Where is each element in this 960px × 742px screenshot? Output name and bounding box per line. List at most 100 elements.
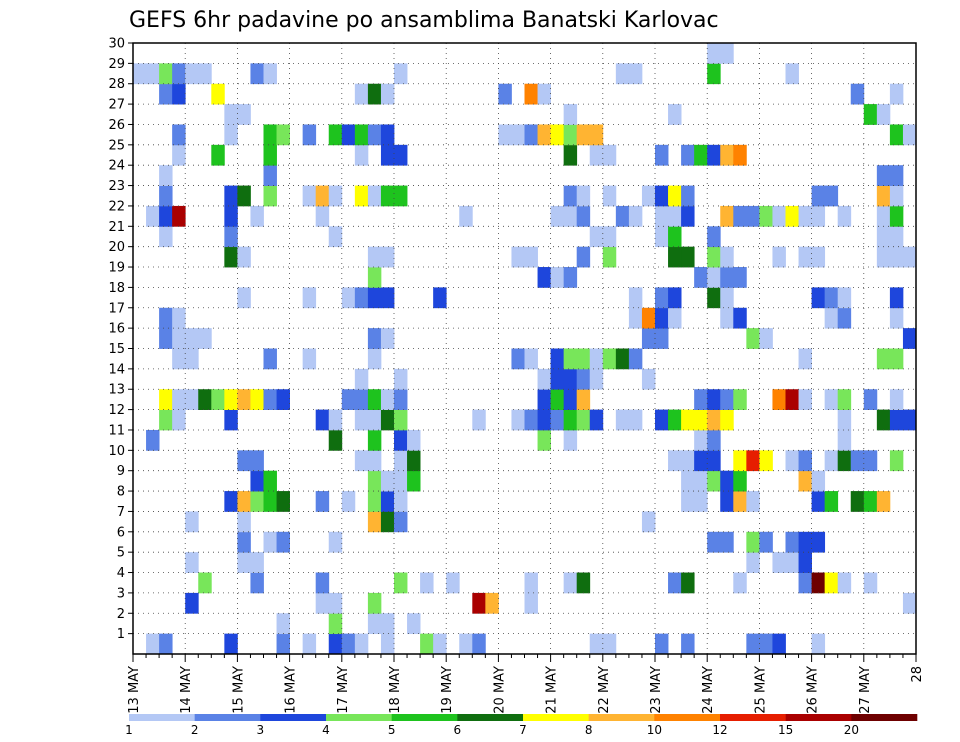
precip-cell [537,389,551,410]
precip-cell [380,83,395,105]
precip-cell [380,470,395,492]
precip-cell [746,205,760,227]
precip-cell [824,287,839,309]
precip-cell [354,409,369,431]
x-tick-label: 19 MAY [440,666,455,714]
colorbar-swatch [260,714,327,721]
precip-cell [394,572,408,594]
precip-cell [380,491,395,512]
precip-cell [889,124,904,146]
precip-cell [902,124,917,146]
precip-cell [198,328,212,349]
y-tick-label: 30 [108,37,125,52]
precip-cell [224,124,238,146]
precip-cell [263,144,277,166]
precip-cell [433,633,447,655]
x-tick-label: 16 MAY [284,666,299,714]
y-tick-label: 12 [108,403,125,418]
precip-cell [850,491,865,512]
precip-cell [772,246,786,268]
precip-cell [733,267,747,288]
precip-cell [341,491,356,512]
precip-cell [733,491,747,512]
precip-cell [811,531,826,553]
precip-cell [798,572,812,594]
precip-cell [224,246,238,268]
precip-cell [824,307,839,329]
y-tick-label: 25 [108,138,125,153]
precip-cell [380,124,395,146]
precip-cell [524,83,538,105]
precip-cell [354,633,369,655]
precip-cell [563,205,578,227]
precip-cell [550,348,565,370]
precip-cell [707,409,721,431]
precip-cell [367,246,382,268]
precip-cell [811,491,826,512]
precip-cell [628,409,643,431]
precip-cell [798,205,812,227]
precip-cell [707,287,721,309]
precip-cell [354,144,369,166]
precip-cell [367,429,382,451]
precip-cell [694,450,708,472]
precip-cell [811,185,826,207]
precip-cell [889,205,904,227]
precip-cell [172,124,186,146]
precip-cell [694,409,708,431]
precip-cell [902,328,917,349]
precip-cell [889,348,904,370]
precip-cell [681,491,695,512]
x-tick-label: 26 MAY [806,666,821,714]
colorbar-label: 15 [778,723,793,737]
precip-cell [707,531,721,553]
precip-cell [159,307,173,329]
precip-cell [837,287,852,309]
precip-cell [354,83,369,105]
precip-cell [824,389,839,410]
precip-cell [237,552,251,573]
grid-lines [133,43,916,654]
precip-cell [615,348,630,370]
precip-cell [537,124,551,146]
precip-cell [263,63,277,85]
precip-cell [720,491,734,512]
precip-cell [876,165,891,186]
precip-cell [315,572,330,594]
precip-cell [224,491,238,512]
precip-cell [420,633,434,655]
precip-cell [707,63,721,85]
precip-cell [198,389,212,410]
precip-cell [224,389,238,410]
precip-cell [563,389,578,410]
precip-cell [733,572,747,594]
precip-cell [185,552,199,573]
precip-cell [394,511,408,533]
precip-cell [720,43,734,64]
precip-cell [798,389,812,410]
precip-cell [511,348,525,370]
precip-cell [628,205,643,227]
precip-cell [746,450,760,472]
precip-cell [641,328,656,349]
precip-cell [172,307,186,329]
precip-cell [837,205,852,227]
precip-cell [811,205,826,227]
precip-cell [602,348,617,370]
precip-cell [576,185,591,207]
heatmap-cells [133,43,917,655]
precip-cell [720,287,734,309]
precip-cell [237,104,251,125]
precip-cell [589,124,604,146]
precip-cell [655,328,669,349]
colorbar-label: 8 [585,723,593,737]
precip-cell [524,592,538,614]
y-tick-label: 22 [108,199,125,214]
precip-cell [250,470,264,492]
precip-cell [367,267,382,288]
precip-cell [889,83,904,105]
y-tick-label: 4 [117,566,125,581]
precip-cell [889,450,904,472]
precip-cell [707,450,721,472]
precip-cell [798,531,812,553]
